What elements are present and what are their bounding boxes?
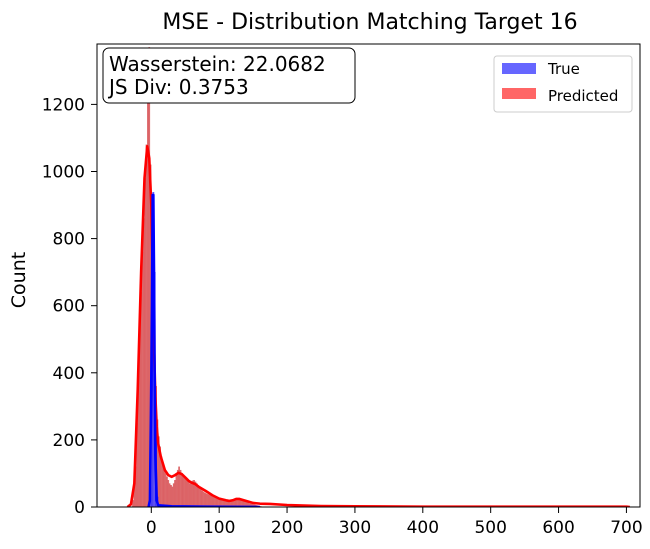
stats-annotation: Wasserstein: 22.0682 JS Div: 0.3753: [102, 47, 356, 104]
x-tick-label: 100: [203, 518, 235, 538]
y-tick-label: 1000: [42, 162, 85, 182]
predicted-histogram-bar: [144, 178, 147, 507]
x-tick-label: 300: [339, 518, 371, 538]
predicted-histogram-bar: [164, 473, 167, 507]
legend-predicted-swatch: [502, 88, 536, 99]
predicted-histogram-bar: [205, 493, 208, 507]
x-tick-label: 0: [146, 518, 157, 538]
predicted-histogram-bar: [187, 481, 190, 507]
predicted-histogram-bar: [208, 494, 210, 507]
axes-frame: 0 100 200 300 400 500 600 700 0 200 400 600 800 1000 1…: [42, 43, 643, 538]
predicted-histogram-bar: [143, 218, 145, 507]
x-tick-label: 200: [271, 518, 303, 538]
x-tick-label: 500: [474, 518, 506, 538]
predicted-histogram-bar: [145, 144, 148, 507]
legend-true-label: True: [547, 60, 580, 78]
predicted-histogram-bar: [166, 476, 168, 507]
predicted-histogram-bar: [200, 489, 202, 507]
y-tick-label: 800: [53, 230, 85, 250]
legend-predicted-label: Predicted: [548, 87, 618, 105]
y-tick-label: 0: [74, 498, 85, 518]
plot-area: [126, 47, 630, 507]
predicted-histogram-bar: [183, 476, 186, 507]
chart-title: MSE - Distribution Matching Target 16: [162, 10, 577, 35]
predicted-histogram-bar: [210, 496, 213, 507]
true-kde-line: [147, 193, 260, 507]
predicted-histogram-bar: [189, 483, 191, 507]
predicted-histogram-bar: [197, 485, 199, 507]
legend: True Predicted: [493, 55, 633, 113]
predicted-histogram-bar: [204, 492, 206, 507]
x-tick-label: 600: [542, 518, 574, 538]
predicted-histogram-bar: [182, 474, 185, 507]
predicted-histogram-bar: [202, 491, 205, 507]
predicted-histogram-bar: [186, 480, 189, 507]
y-tick-label: 1200: [42, 95, 85, 115]
predicted-histogram-bar: [198, 487, 201, 507]
x-tick-label: 400: [407, 518, 439, 538]
predicted-histogram-bar: [147, 74, 149, 507]
predicted-histogram-bar: [168, 483, 171, 507]
x-tick-label: 700: [610, 518, 642, 538]
predicted-histogram-bar: [206, 494, 209, 507]
js-divergence-label: JS Div: 0.3753: [107, 75, 249, 99]
predicted-histogram-bar: [174, 480, 176, 507]
y-tick-label: 200: [53, 431, 85, 451]
y-axis-label: Count: [8, 252, 30, 308]
predicted-histogram-bar: [141, 251, 144, 507]
predicted-histogram-bar: [191, 480, 194, 507]
legend-true-swatch: [502, 63, 536, 74]
predicted-histogram-bar: [179, 469, 182, 507]
predicted-histogram-bar: [162, 463, 164, 507]
predicted-histogram-bar: [181, 473, 183, 507]
predicted-kde-line: [126, 145, 630, 507]
y-tick-label: 400: [53, 364, 85, 384]
predicted-histogram-bar: [172, 483, 175, 507]
y-tick-label: 600: [53, 297, 85, 317]
predicted-histogram-bar: [185, 478, 187, 507]
wasserstein-label: Wasserstein: 22.0682: [109, 52, 326, 76]
predicted-histogram-bar: [209, 495, 212, 507]
plot-frame: [96, 43, 641, 508]
predicted-histogram-bar: [167, 480, 170, 507]
predicted-histogram-bar: [190, 482, 193, 507]
predicted-histogram-bar: [171, 486, 174, 507]
stats-annotation-box: [102, 47, 356, 104]
predicted-histogram-bar: [170, 485, 172, 507]
predicted-histogram-bar: [163, 469, 166, 507]
predicted-histogram-bar: [201, 490, 204, 507]
predicted-histogram-bar: [176, 469, 179, 507]
predicted-histogram-bar: [175, 474, 178, 507]
